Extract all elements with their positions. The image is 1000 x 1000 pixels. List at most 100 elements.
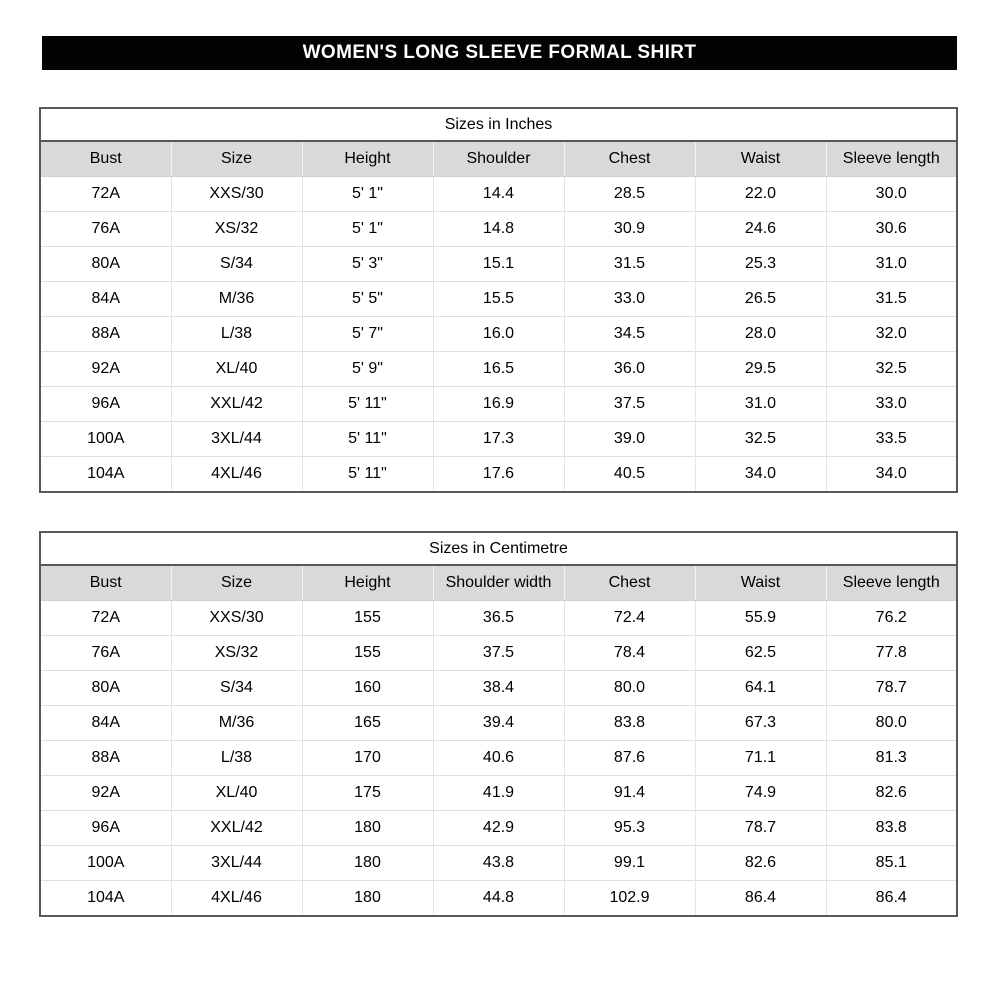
table-row: 76A XS/32 5' 1" 14.8 30.9 24.6 30.6	[40, 211, 957, 247]
table-cell: S/34	[170, 670, 302, 706]
table-cell: XXS/30	[170, 176, 302, 212]
table-cell: 31.0	[825, 246, 957, 282]
table-cell: 88A	[40, 740, 171, 776]
table-cell: 32.5	[694, 421, 826, 457]
table-cell: 180	[301, 845, 433, 881]
table-cell: 5' 11"	[301, 456, 433, 492]
table-cell: 62.5	[694, 635, 826, 671]
table-cell: 99.1	[563, 845, 695, 881]
table-cell: 84A	[40, 705, 171, 741]
table-cell: 92A	[40, 351, 171, 387]
table-cell: M/36	[170, 705, 302, 741]
table-cell: 82.6	[694, 845, 826, 881]
table-row: 80A S/34 5' 3" 15.1 31.5 25.3 31.0	[40, 246, 957, 282]
page-title: WOMEN'S LONG SLEEVE FORMAL SHIRT	[302, 42, 697, 63]
table-header-row: Bust Size Height Shoulder width Chest Waist Sl…	[40, 565, 957, 601]
table-cell: 31.5	[563, 246, 695, 282]
table-cell: 170	[301, 740, 433, 776]
table-cell: 72A	[40, 600, 171, 636]
table-row: 72A XXS/30 5' 1" 14.4 28.5 22.0 30.0	[40, 176, 957, 212]
table-title-row: Sizes in Inches	[40, 108, 957, 142]
table-cell: 55.9	[694, 600, 826, 636]
table-cell: 74.9	[694, 775, 826, 811]
table-cell: L/38	[170, 740, 302, 776]
table-cell: 30.6	[825, 211, 957, 247]
table-cell: 88A	[40, 316, 171, 352]
table-cell: 80A	[40, 246, 171, 282]
table-cell: 5' 1"	[301, 176, 433, 212]
table-row: 100A 3XL/44 180 43.8 99.1 82.6 85.1	[40, 845, 957, 881]
table-cell: 76A	[40, 211, 171, 247]
table-cell: 31.5	[825, 281, 957, 317]
table-row: 72A XXS/30 155 36.5 72.4 55.9 76.2	[40, 600, 957, 636]
table-cell: 33.0	[563, 281, 695, 317]
column-header: Waist	[694, 565, 826, 601]
table-cell: 32.5	[825, 351, 957, 387]
table-cell: 160	[301, 670, 433, 706]
column-header: Size	[170, 141, 302, 177]
centimetre-size-table: Sizes in Centimetre Bust Size Height Shoulde…	[39, 531, 958, 917]
table-cell: 155	[301, 635, 433, 671]
table-cell: 39.4	[432, 705, 564, 741]
table-cell: 5' 3"	[301, 246, 433, 282]
table-cell: 104A	[40, 880, 171, 916]
table-cell: 175	[301, 775, 433, 811]
table-cell: 86.4	[825, 880, 957, 916]
table-cell: 36.5	[432, 600, 564, 636]
table-cell: 180	[301, 810, 433, 846]
table-row: 92A XL/40 5' 9" 16.5 36.0 29.5 32.5	[40, 351, 957, 387]
column-header: Shoulder width	[432, 565, 564, 601]
table-cell: 38.4	[432, 670, 564, 706]
column-header: Sleeve length	[825, 141, 957, 177]
table-cell: 31.0	[694, 386, 826, 422]
table-cell: 16.5	[432, 351, 564, 387]
table-cell: 72A	[40, 176, 171, 212]
table-cell: 83.8	[825, 810, 957, 846]
table-cell: S/34	[170, 246, 302, 282]
table-cell: 44.8	[432, 880, 564, 916]
table-cell: XL/40	[170, 775, 302, 811]
table-cell: 81.3	[825, 740, 957, 776]
table-cell: 30.0	[825, 176, 957, 212]
table-cell: 86.4	[694, 880, 826, 916]
table-cell: XXL/42	[170, 810, 302, 846]
table-row: 92A XL/40 175 41.9 91.4 74.9 82.6	[40, 775, 957, 811]
table-cell: 95.3	[563, 810, 695, 846]
table-cell: 80.0	[563, 670, 695, 706]
table-cell: 78.7	[694, 810, 826, 846]
table-cell: 96A	[40, 810, 171, 846]
table-cell: 92A	[40, 775, 171, 811]
column-header: Chest	[563, 141, 695, 177]
table-cell: 16.9	[432, 386, 564, 422]
table-cell: 15.5	[432, 281, 564, 317]
table-cell: 64.1	[694, 670, 826, 706]
table-cell: 3XL/44	[170, 845, 302, 881]
table-cell: 67.3	[694, 705, 826, 741]
table-cell: 5' 11"	[301, 421, 433, 457]
table-row: 88A L/38 5' 7" 16.0 34.5 28.0 32.0	[40, 316, 957, 352]
table-cell: 43.8	[432, 845, 564, 881]
table-cell: XL/40	[170, 351, 302, 387]
table-cell: 28.5	[563, 176, 695, 212]
inches-size-table: Sizes in Inches Bust Size Height Shoulder Che…	[39, 107, 958, 493]
table-row: 96A XXL/42 180 42.9 95.3 78.7 83.8	[40, 810, 957, 846]
table-cell: 29.5	[694, 351, 826, 387]
column-header: Sleeve length	[825, 565, 957, 601]
table-row: 96A XXL/42 5' 11" 16.9 37.5 31.0 33.0	[40, 386, 957, 422]
table-cell: 25.3	[694, 246, 826, 282]
table-cell: XXL/42	[170, 386, 302, 422]
table-cell: 83.8	[563, 705, 695, 741]
table-cell: 15.1	[432, 246, 564, 282]
column-header: Waist	[694, 141, 826, 177]
table-cell: 39.0	[563, 421, 695, 457]
table-cell: 16.0	[432, 316, 564, 352]
table-cell: 22.0	[694, 176, 826, 212]
table-cell: 42.9	[432, 810, 564, 846]
table-cell: 76A	[40, 635, 171, 671]
table-row: 84A M/36 165 39.4 83.8 67.3 80.0	[40, 705, 957, 741]
table-cell: 34.0	[825, 456, 957, 492]
table-cell: 102.9	[563, 880, 695, 916]
column-header: Shoulder	[432, 141, 564, 177]
column-header: Size	[170, 565, 302, 601]
table-cell: 82.6	[825, 775, 957, 811]
